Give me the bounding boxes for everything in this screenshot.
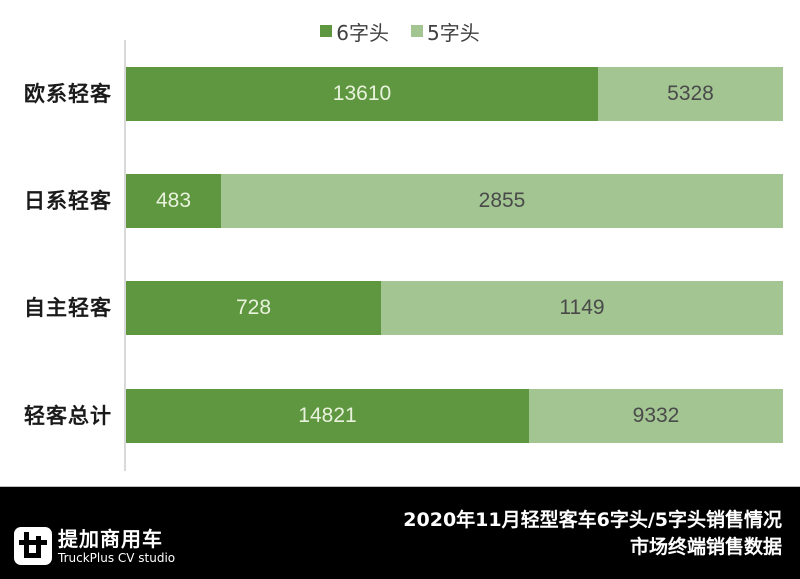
bar-segment-6: 728 xyxy=(126,281,381,335)
legend-label-6: 6字头 xyxy=(336,20,389,45)
legend-label-5: 5字头 xyxy=(427,20,480,45)
bar-segment-6: 14821 xyxy=(126,389,529,443)
category-axis-line xyxy=(124,40,126,471)
footer-banner: 提加商用车 TruckPlus CV studio 2020年11月轻型客车6字… xyxy=(0,486,800,579)
logo-text-cn: 提加商用车 xyxy=(58,526,163,551)
brand-logo: 提加商用车 TruckPlus CV studio xyxy=(14,527,175,565)
bar-segment-6: 13610 xyxy=(126,67,598,121)
bar-segment-5: 9332 xyxy=(529,389,783,443)
category-label: 自主轻客 xyxy=(24,296,112,320)
stacked-bar: 483 2855 xyxy=(126,174,783,228)
chart-title: 2020年11月轻型客车6字头/5字头销售情况 市场终端销售数据 xyxy=(403,507,782,561)
stacked-bar: 14821 9332 xyxy=(126,389,783,443)
bar-segment-5: 1149 xyxy=(381,281,783,335)
stacked-bar: 13610 5328 xyxy=(126,67,783,121)
chart-title-line2: 市场终端销售数据 xyxy=(629,536,782,558)
category-label: 日系轻客 xyxy=(24,189,112,213)
legend-item-5: 5字头 xyxy=(411,17,480,46)
category-label: 轻客总计 xyxy=(24,404,112,428)
category-label: 欧系轻客 xyxy=(24,82,112,106)
bar-segment-5: 5328 xyxy=(598,67,783,121)
bar-segment-5: 2855 xyxy=(221,174,783,228)
chart-legend: 6字头 5字头 xyxy=(0,17,800,46)
logo-mark-icon xyxy=(14,527,52,565)
logo-text-en: TruckPlus CV studio xyxy=(58,550,176,565)
bar-segment-6: 483 xyxy=(126,174,221,228)
chart-title-line1: 2020年11月轻型客车6字头/5字头销售情况 xyxy=(403,509,782,531)
legend-item-6: 6字头 xyxy=(320,17,389,46)
legend-swatch-5 xyxy=(411,25,423,37)
legend-swatch-6 xyxy=(320,25,333,37)
stacked-bar: 728 1149 xyxy=(126,281,783,335)
